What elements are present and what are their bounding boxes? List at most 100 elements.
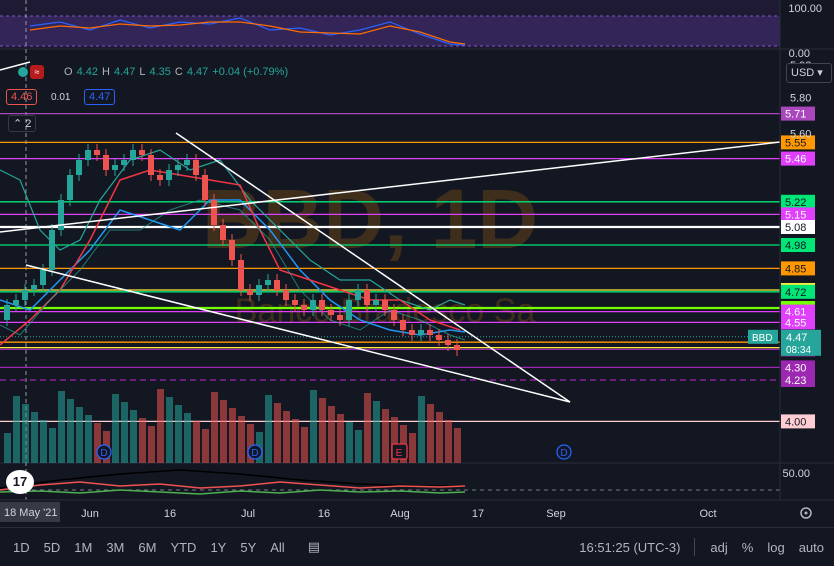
close-value: 4.47	[186, 66, 209, 78]
symbol-logo[interactable]: ≈	[18, 65, 44, 79]
range-6m[interactable]: 6M	[138, 539, 157, 555]
level-label[interactable]: 5.55	[781, 135, 815, 150]
level-value: 4.00	[785, 416, 806, 428]
flag-icon: ≈	[30, 65, 44, 79]
time-tick: 16	[164, 508, 176, 520]
trendline-descending[interactable]	[175, 132, 571, 403]
gear-icon[interactable]	[800, 507, 812, 519]
level-label[interactable]: 5.46	[781, 151, 815, 166]
bottom-toolbar: 1D 5D 1M 3M 6M YTD 1Y 5Y All ▤ 16:51:25 (UTC-3) …	[0, 527, 834, 566]
open-label: O	[64, 66, 73, 78]
toolbar-divider	[694, 538, 696, 556]
dividend-marker[interactable]	[247, 444, 263, 460]
chart-canvas[interactable]: BBD, 1D Banco Bradesco Sa D D E D	[0, 0, 834, 527]
close-label: C	[174, 66, 183, 78]
time-cursor-label: 18 May '21	[0, 502, 60, 522]
level-label[interactable]: 5.15	[781, 207, 815, 222]
indicators-toggle[interactable]: ⌃ 2	[8, 115, 37, 132]
ohlc-legend: O 4.42 H 4.47 L 4.35 C 4.47 +0.04 (+0.79%)	[64, 66, 288, 78]
stoch-d-line	[29, 21, 466, 45]
dividend-marker[interactable]	[96, 444, 112, 460]
range-all[interactable]: All	[270, 539, 285, 555]
range-1m[interactable]: 1M	[74, 539, 93, 555]
level-label[interactable]: 4.98	[781, 238, 815, 252]
range-5y[interactable]: 5Y	[240, 539, 257, 555]
spread-value: 0.01	[51, 92, 71, 103]
level-label[interactable]: 4.72	[781, 284, 815, 299]
earnings-marker[interactable]	[391, 443, 408, 460]
level-value: 4.98	[785, 240, 806, 252]
horizontal-levels	[0, 112, 780, 423]
adj-toggle[interactable]: adj	[710, 539, 728, 555]
date-range-icon[interactable]: ▤	[307, 539, 320, 554]
range-1d[interactable]: 1D	[13, 539, 30, 555]
indicator-count: 2	[25, 118, 32, 130]
level-value: 4.72	[785, 287, 806, 299]
time-tick: Jul	[241, 508, 255, 520]
range-ytd[interactable]: YTD	[170, 539, 197, 555]
level-label[interactable]: 4.55	[781, 315, 815, 330]
osc-bottom-axis-50: 50.00	[782, 468, 810, 480]
level-label[interactable]: 4.00	[781, 414, 815, 429]
price-candles	[4, 144, 460, 356]
level-value: 5.46	[785, 154, 806, 166]
high-label: H	[101, 66, 110, 78]
volume-bars	[4, 389, 461, 463]
dividend-marker[interactable]	[556, 444, 572, 460]
osc-axis-0: 0.00	[789, 48, 810, 60]
osc-axis-100: 100.00	[788, 3, 822, 15]
currency-label: USD	[791, 67, 815, 79]
last-price-value: 4.47	[786, 332, 807, 344]
auto-toggle[interactable]: auto	[798, 539, 824, 555]
clock-display[interactable]: 16:51:25 (UTC-3)	[579, 539, 681, 555]
oscillator-band	[0, 16, 780, 46]
low-value: 4.35	[149, 66, 171, 78]
time-tick: Oct	[699, 508, 716, 520]
bid-button[interactable]: 4.46	[6, 89, 38, 105]
high-value: 4.47	[113, 66, 136, 78]
earnings-marker-label: E	[396, 448, 403, 459]
time-tick: Aug	[390, 508, 410, 520]
tradingview-logo-icon[interactable]: 17	[6, 470, 34, 494]
selected-date: 18 May '21	[4, 507, 57, 519]
price-axis[interactable]: 5.715.555.465.225.155.084.984.854.734.72…	[748, 60, 821, 429]
level-label[interactable]: 5.08	[781, 220, 815, 234]
dividend-marker-label: D	[100, 448, 107, 459]
percent-toggle[interactable]: %	[741, 539, 754, 555]
range-buttons: 1D 5D 1M 3M 6M YTD 1Y 5Y All	[6, 540, 292, 555]
ask-button[interactable]: 4.47	[84, 89, 116, 105]
level-value: 4.85	[785, 263, 806, 275]
change-value: +0.04 (+0.79%)	[212, 66, 289, 78]
range-5d[interactable]: 5D	[43, 539, 61, 555]
price-tick: 5.80	[790, 92, 811, 104]
level-value: 5.55	[785, 137, 806, 149]
level-value: 5.15	[785, 209, 806, 221]
level-label[interactable]: 5.71	[781, 106, 815, 121]
time-tick: Sep	[546, 508, 566, 520]
level-label[interactable]: 4.23	[781, 373, 815, 387]
level-value: 4.55	[785, 317, 806, 329]
low-label: L	[139, 66, 146, 78]
dividend-marker-label: D	[251, 448, 258, 459]
log-toggle[interactable]: log	[767, 539, 785, 555]
bar-countdown: 08:34	[786, 345, 811, 356]
time-tick: 17	[472, 508, 484, 520]
level-value: 4.23	[785, 375, 806, 387]
trendline-top-left[interactable]	[0, 61, 31, 71]
currency-select[interactable]: USD ▾	[786, 63, 832, 83]
range-3m[interactable]: 3M	[106, 539, 125, 555]
level-label[interactable]: 4.85	[781, 261, 815, 276]
trendline-lower[interactable]	[25, 264, 571, 403]
level-value: 5.71	[785, 109, 806, 121]
level-value: 5.08	[785, 222, 806, 234]
time-tick: 16	[318, 508, 330, 520]
time-axis[interactable]: 18 May '21 Jun 16 Jul 16 Aug 17 Sep Oct	[0, 502, 717, 522]
level-label[interactable]: 5.22	[781, 194, 815, 209]
bottom-oscillator-pane	[0, 469, 780, 495]
symbol-logo-icon	[18, 67, 28, 77]
level-label[interactable]: 4.30	[781, 360, 815, 375]
range-1y[interactable]: 1Y	[210, 539, 227, 555]
trendline-upper[interactable]	[0, 141, 781, 233]
